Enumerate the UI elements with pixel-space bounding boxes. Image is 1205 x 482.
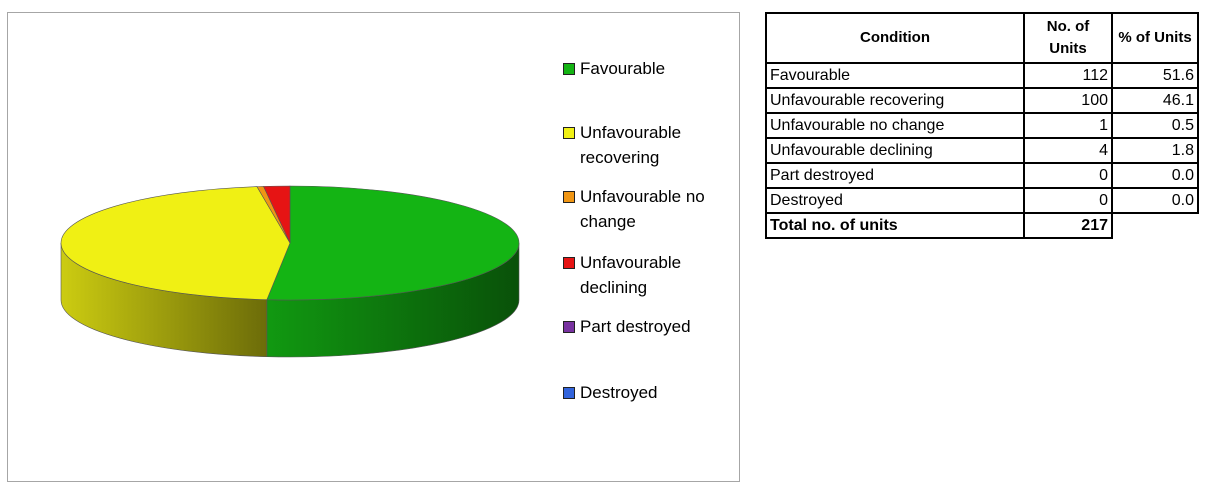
table-row: Unfavourable recovering 100 46.1 [765,87,1199,114]
cell-condition: Unfavourable no change [765,112,1025,139]
header-condition: Condition [765,12,1025,64]
legend-item-unfavourable-no-change: Unfavourable no change [563,184,730,234]
legend-item-unfavourable-recovering: Unfavourable recovering [563,120,730,170]
legend-swatch [563,63,575,75]
cell-percent: 0.5 [1111,112,1199,139]
header-no-of-units: No. of Units [1023,12,1113,64]
legend-item-part-destroyed: Part destroyed [563,314,730,339]
header-percent-of-units: % of Units [1111,12,1199,64]
legend-swatch [563,321,575,333]
cell-condition: Destroyed [765,187,1025,214]
legend-label: Destroyed [580,383,658,402]
cell-percent: 1.8 [1111,137,1199,164]
cell-units: 100 [1023,87,1113,114]
legend-item-favourable: Favourable [563,56,730,81]
legend-swatch [563,387,575,399]
table-total-row: Total no. of units 217 [765,212,1198,239]
pie-slice-1 [60,186,291,301]
pie-chart [60,185,520,358]
table-header-row: Condition No. of Units % of Units [765,12,1199,64]
cell-percent: 0.0 [1111,162,1199,189]
cell-units: 112 [1023,62,1113,89]
legend-label: Part destroyed [580,317,691,336]
cell-condition: Unfavourable declining [765,137,1025,164]
cell-condition: Favourable [765,62,1025,89]
legend-swatch [563,191,575,203]
legend-item-destroyed: Destroyed [563,380,730,405]
cell-percent: 0.0 [1111,187,1199,214]
legend-swatch [563,127,575,139]
pie-chart-frame: Favourable Unfavourable recovering Unfav… [7,12,740,482]
cell-percent: 51.6 [1111,62,1199,89]
legend-swatch [563,257,575,269]
total-label: Total no. of units [765,212,1025,239]
cell-units: 1 [1023,112,1113,139]
legend-item-unfavourable-declining: Unfavourable declining [563,250,730,300]
legend-label: Favourable [580,59,666,78]
legend-label: Unfavourable declining [580,253,682,297]
table-row: Destroyed 0 0.0 [765,187,1199,214]
pie-slice-0 [266,185,520,301]
table-row: Part destroyed 0 0.0 [765,162,1199,189]
pie-slice-3 [263,185,291,244]
table-row: Favourable 112 51.6 [765,62,1199,89]
cell-condition: Unfavourable recovering [765,87,1025,114]
empty-cell [1112,213,1198,238]
cell-units: 4 [1023,137,1113,164]
legend-label: Unfavourable recovering [580,123,682,167]
total-value: 217 [1023,212,1113,239]
legend-label: Unfavourable no change [580,187,705,231]
cell-units: 0 [1023,162,1113,189]
table-row: Unfavourable declining 4 1.8 [765,137,1199,164]
cell-units: 0 [1023,187,1113,214]
table-row: Unfavourable no change 1 0.5 [765,112,1199,139]
cell-condition: Part destroyed [765,162,1025,189]
condition-table: Condition No. of Units % of Units Favour… [765,12,1199,239]
cell-percent: 46.1 [1111,87,1199,114]
